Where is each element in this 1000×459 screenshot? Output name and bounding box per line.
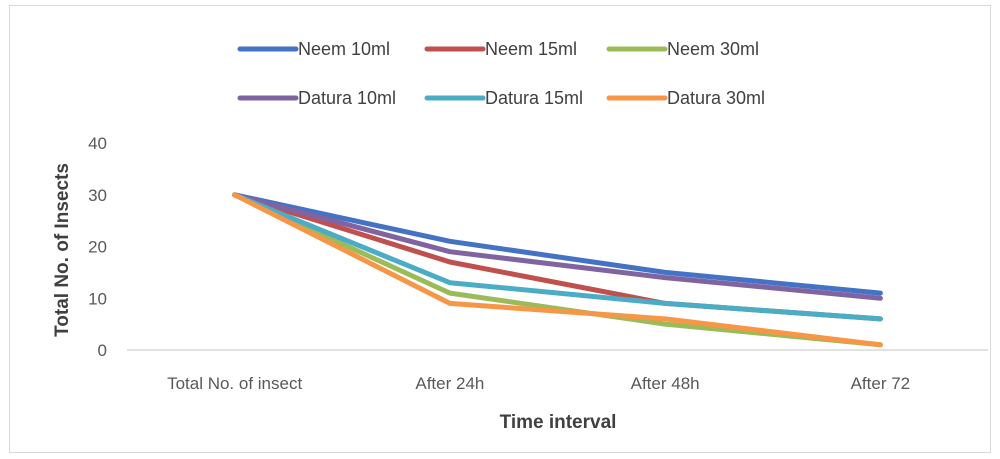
y-tick-label: 0 [98,341,107,360]
x-tick-label: Total No. of insect [167,374,302,393]
y-axis-title: Total No. of Insects [52,163,73,337]
y-tick-label: 40 [88,134,107,153]
y-tick-label: 30 [88,186,107,205]
legend: Neem 10ml Neem 15ml Neem 30ml Datura 10ml Da… [237,39,765,108]
legend-label-neem-30ml: Neem 30ml [667,39,759,59]
x-tick-label: After 24h [415,374,484,393]
x-axis-ticks: Total No. of insect After 24h After 48h Aft… [167,374,910,393]
y-tick-label: 10 [88,289,107,308]
legend-label-datura-30ml: Datura 30ml [667,88,765,108]
legend-label-datura-10ml: Datura 10ml [298,88,396,108]
chart-frame [9,5,991,453]
legend-label-neem-10ml: Neem 10ml [298,39,390,59]
y-axis-ticks: 0 10 20 30 40 [88,134,107,360]
series-line-neem-10ml [232,192,883,296]
series-line-datura-15ml [232,192,883,322]
y-tick-label: 20 [88,238,107,257]
series-line-neem-30ml [232,192,883,348]
legend-label-datura-15ml: Datura 15ml [485,88,583,108]
series-lines [232,192,883,348]
legend-label-neem-15ml: Neem 15ml [485,39,577,59]
series-line-datura-10ml [232,192,883,301]
x-tick-label: After 48h [631,374,700,393]
x-axis-title: Time interval [500,412,617,433]
x-tick-label: After 72 [851,374,911,393]
series-line-datura-30ml [232,192,883,348]
